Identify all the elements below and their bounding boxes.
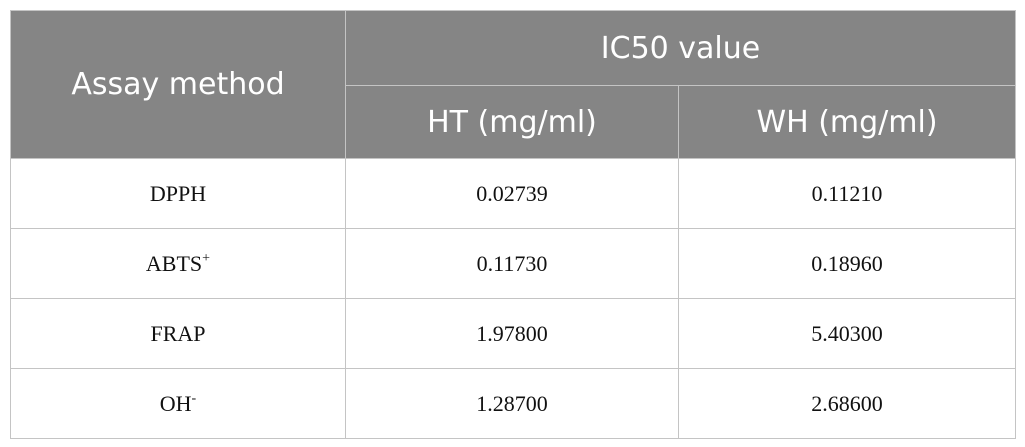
value-cell: 0.18960 bbox=[677, 228, 1017, 299]
value-cell: 1.97800 bbox=[345, 298, 679, 369]
table-row: FRAP 1.97800 5.40300 bbox=[10, 298, 1017, 369]
column-header: HT (mg/ml) bbox=[345, 85, 679, 159]
row-label-text: DPPH bbox=[149, 180, 207, 206]
row-label-text: FRAP bbox=[150, 320, 206, 346]
row-label-superscript: + bbox=[202, 250, 211, 266]
value-cell: 2.68600 bbox=[677, 368, 1017, 439]
group-header: IC50 value bbox=[344, 10, 1017, 86]
row-label-text: ABTS bbox=[145, 250, 203, 276]
row-label-text: OH bbox=[159, 390, 192, 416]
value-cell: 5.40300 bbox=[677, 298, 1017, 369]
value-cell: 0.11730 bbox=[345, 228, 679, 299]
row-label: ABTS+ bbox=[10, 228, 346, 299]
row-label-header: Assay method bbox=[10, 10, 346, 159]
row-label: OH- bbox=[10, 368, 346, 439]
value-cell: 1.28700 bbox=[345, 368, 679, 439]
table-body: DPPH 0.02739 0.11210 ABTS+ 0.11730 0.18960 FRA… bbox=[10, 158, 1017, 439]
value-cell: 0.02739 bbox=[345, 158, 679, 229]
row-label: DPPH bbox=[10, 158, 346, 229]
row-label-superscript: - bbox=[191, 390, 197, 406]
table-row: DPPH 0.02739 0.11210 bbox=[10, 158, 1017, 229]
data-table: Assay method IC50 value HT (mg/ml) WH (m… bbox=[10, 10, 1017, 439]
value-cell: 0.11210 bbox=[677, 158, 1017, 229]
row-label: FRAP bbox=[10, 298, 346, 369]
column-header: WH (mg/ml) bbox=[677, 85, 1017, 159]
table-row: ABTS+ 0.11730 0.18960 bbox=[10, 228, 1017, 299]
table-row: OH- 1.28700 2.68600 bbox=[10, 368, 1017, 439]
